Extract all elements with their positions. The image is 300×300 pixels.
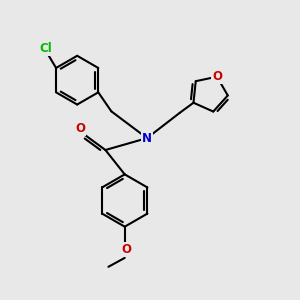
Text: Cl: Cl <box>39 42 52 55</box>
Text: O: O <box>75 122 85 135</box>
Text: O: O <box>121 243 131 256</box>
Text: O: O <box>212 70 222 83</box>
Text: N: N <box>142 132 152 145</box>
